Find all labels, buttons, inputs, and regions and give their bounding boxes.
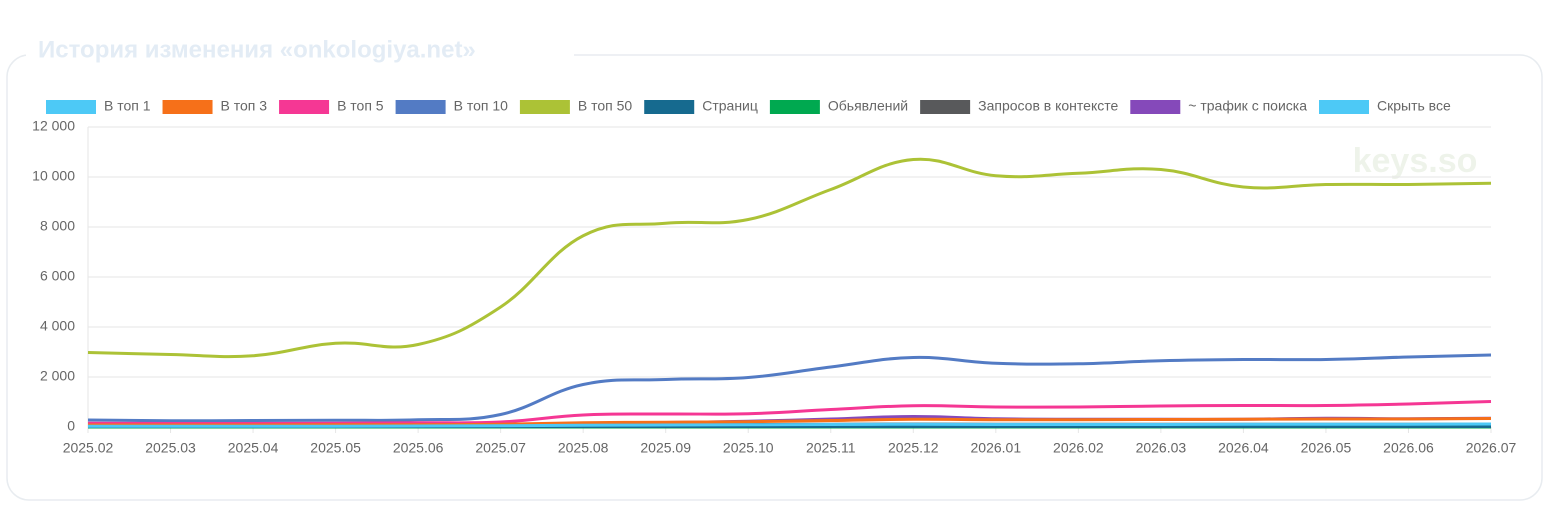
legend-label-swatch — [162, 100, 213, 114]
x-tick-label: 2025.08 — [558, 440, 609, 456]
legend-label: В топ 10 — [454, 98, 509, 114]
x-tick-label: 2026.03 — [1136, 440, 1187, 456]
x-tick-label: 2025.12 — [888, 440, 939, 456]
title-gap — [26, 35, 574, 65]
y-tick-label: 8 000 — [40, 218, 75, 234]
legend-label-swatch — [46, 100, 96, 114]
y-tick-label: 12 000 — [32, 118, 75, 134]
legend-label-swatch — [769, 100, 820, 114]
legend-label: В топ 1 — [104, 98, 151, 114]
x-tick-label: 2026.07 — [1466, 440, 1517, 456]
legend-label: В топ 5 — [337, 98, 384, 114]
legend-label: ~ трафик с поиска — [1188, 98, 1307, 114]
legend-label-swatch — [644, 100, 695, 114]
x-tick-label: 2025.03 — [145, 440, 196, 456]
x-tick-label: 2025.06 — [393, 440, 444, 456]
legend-label: В топ 3 — [221, 98, 268, 114]
x-tick-label: 2025.10 — [723, 440, 774, 456]
chart-title: История изменения «onkologiya.net» — [38, 36, 476, 63]
x-tick-label: 2026.05 — [1301, 440, 1352, 456]
legend-label-swatch — [519, 100, 570, 114]
x-tick-label: 2025.02 — [63, 440, 114, 456]
legend-toggle-swatch — [1319, 100, 1369, 114]
x-tick-label: 2026.04 — [1218, 440, 1269, 456]
x-tick-label: 2025.07 — [475, 440, 526, 456]
y-tick-label: 6 000 — [40, 268, 75, 284]
x-tick-label: 2026.02 — [1053, 440, 1104, 456]
legend-label: Запросов в контексте — [978, 98, 1118, 114]
series-line — [87, 157, 1492, 359]
y-tick-label: 2 000 — [40, 368, 75, 384]
legend-label: Страниц — [702, 98, 758, 114]
x-tick-label: 2025.11 — [806, 440, 856, 456]
legend-label: Обьявлений — [828, 98, 908, 114]
legend-label: В топ 50 — [578, 98, 633, 114]
legend-label-swatch — [395, 100, 446, 114]
legend-toggle[interactable]: Скрыть все — [1377, 98, 1451, 114]
y-tick-label: 10 000 — [32, 168, 75, 184]
legend-label-swatch — [1130, 100, 1181, 114]
x-tick-label: 2025.09 — [640, 440, 691, 456]
x-tick-label: 2026.01 — [971, 440, 1022, 456]
y-tick-label: 0 — [67, 418, 75, 434]
y-tick-label: 4 000 — [40, 318, 75, 334]
series-line — [87, 353, 1492, 423]
x-tick-label: 2025.04 — [228, 440, 279, 456]
x-tick-label: 2026.06 — [1383, 440, 1434, 456]
x-tick-label: 2025.05 — [310, 440, 361, 456]
legend-label-swatch — [920, 100, 971, 114]
series-line — [87, 422, 1492, 428]
legend-label-swatch — [279, 100, 330, 114]
watermark: keys.so — [1353, 142, 1478, 180]
